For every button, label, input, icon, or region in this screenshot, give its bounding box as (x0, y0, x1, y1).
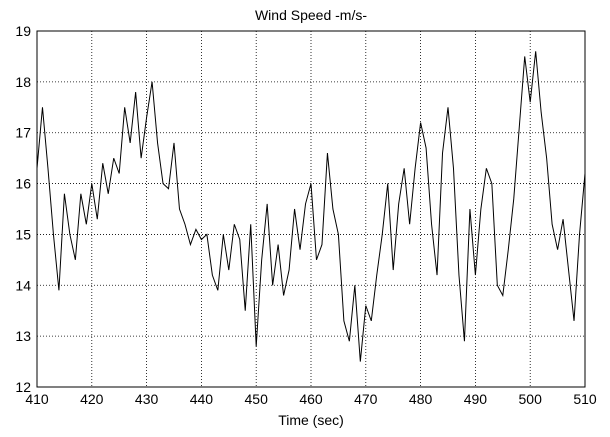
y-tick-label: 16 (15, 176, 31, 192)
x-tick-label: 470 (354, 391, 378, 407)
x-tick-label: 440 (190, 391, 214, 407)
y-tick-label: 15 (15, 226, 31, 242)
x-tick-label: 420 (80, 391, 104, 407)
plot-frame (36, 30, 586, 388)
y-tick-label: 14 (15, 277, 31, 293)
y-tick-label: 13 (15, 328, 31, 344)
x-tick-label: 410 (25, 391, 49, 407)
x-tick-label: 510 (573, 391, 597, 407)
x-tick-label: 500 (519, 391, 543, 407)
x-axis-label: Time (sec) (278, 412, 344, 428)
x-tick-label: 450 (245, 391, 269, 407)
x-tick-label: 430 (135, 391, 159, 407)
x-tick-label: 460 (299, 391, 323, 407)
y-tick-label: 12 (15, 379, 31, 395)
x-tick-label: 480 (409, 391, 433, 407)
y-tick-label: 17 (15, 125, 31, 141)
x-tick-label: 490 (464, 391, 488, 407)
y-tick-label: 18 (15, 74, 31, 90)
data-line (36, 51, 586, 362)
chart-title: Wind Speed -m/s- (255, 7, 367, 23)
y-tick-label: 19 (15, 23, 31, 39)
